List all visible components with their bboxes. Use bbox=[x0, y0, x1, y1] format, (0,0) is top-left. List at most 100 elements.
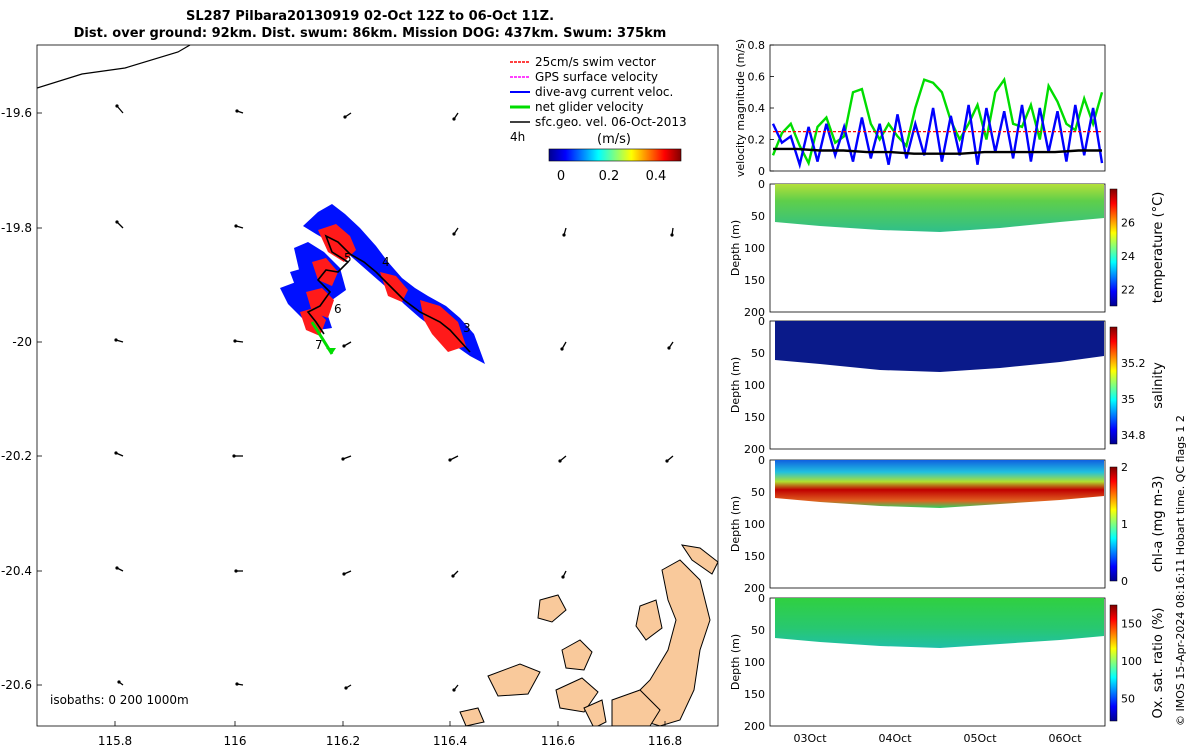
temperature-data-fill bbox=[775, 184, 1104, 232]
current-arrow-head bbox=[234, 224, 238, 228]
current-arrow-head bbox=[235, 682, 239, 686]
velocity-panel: 0 0.2 0.4 0.6 0.8 velocity magnitude (m/s) bbox=[734, 39, 1106, 178]
map-y-tick: -20.6 bbox=[1, 678, 32, 692]
velocity-series bbox=[771, 76, 1104, 170]
depth-tick: 100 bbox=[744, 656, 765, 669]
current-arrow-head bbox=[114, 338, 118, 342]
depth-tick: 0 bbox=[758, 178, 765, 191]
depth-tick: 50 bbox=[751, 486, 765, 499]
map-x-tick: 116.8 bbox=[648, 734, 682, 748]
current-arrow-head bbox=[665, 459, 669, 463]
time-tick: 05Oct bbox=[963, 732, 997, 745]
depth-ylabel: Depth (m) bbox=[729, 220, 742, 276]
current-arrow-head bbox=[115, 220, 119, 224]
chla-panel bbox=[769, 459, 1118, 589]
current-arrow-head bbox=[452, 232, 456, 236]
speed-colorbar-tick: 0.4 bbox=[646, 169, 667, 184]
title-line-1: SL287 Pilbara20130919 02-Oct 12Z to 06-O… bbox=[185, 9, 555, 24]
map-y-tick: -19.6 bbox=[1, 106, 32, 120]
current-arrow-head bbox=[341, 457, 345, 461]
velocity-y-axis: 0 0.2 0.4 0.6 0.8 bbox=[748, 39, 774, 178]
current-arrow-head bbox=[558, 459, 562, 463]
chla-data-fill bbox=[775, 460, 1104, 508]
velocity-series-line bbox=[771, 76, 1104, 167]
track-line bbox=[306, 234, 471, 353]
time-tick: 06Oct bbox=[1048, 732, 1082, 745]
land-islands bbox=[459, 544, 718, 726]
velocity-y-tick: 0.6 bbox=[748, 71, 766, 84]
map-x-tick: 116.2 bbox=[326, 734, 360, 748]
track-red-6 bbox=[420, 300, 466, 352]
track-label-7: 7 bbox=[315, 338, 323, 352]
current-arrow-head bbox=[452, 117, 456, 121]
velocity-y-tick: 0 bbox=[758, 165, 765, 178]
depth-tick: 150 bbox=[744, 411, 765, 424]
depth-tick: 0 bbox=[758, 315, 765, 328]
legend-swim: 25cm/s swim vector bbox=[535, 55, 656, 69]
map-y-tick: -19.8 bbox=[1, 221, 32, 235]
current-arrow-head bbox=[234, 569, 238, 573]
current-arrow-head bbox=[232, 454, 236, 458]
legend-net: net glider velocity bbox=[535, 100, 643, 114]
current-arrow-head bbox=[667, 346, 671, 350]
map-axes-box bbox=[36, 44, 719, 727]
depth-tick: 200 bbox=[744, 306, 765, 319]
legend-interval: 4h bbox=[510, 130, 525, 144]
current-arrow-head bbox=[343, 115, 347, 119]
depth-tick: 200 bbox=[744, 582, 765, 595]
track-label-6: 6 bbox=[334, 302, 342, 316]
isobaths-label: isobaths: 0 200 1000m bbox=[50, 693, 189, 707]
current-arrow-head bbox=[342, 572, 346, 576]
speed-colorbar: (m/s) 0 0.2 0.4 bbox=[548, 132, 682, 184]
colorbar-tick: 35 bbox=[1121, 393, 1135, 406]
map-x-tick: 116 bbox=[224, 734, 247, 748]
current-arrow-head bbox=[670, 233, 674, 237]
colorbar-label: chl-a (mg m-3) bbox=[1151, 476, 1166, 573]
depth-tick: 50 bbox=[751, 624, 765, 637]
velocity-ylabel: velocity magnitude (m/s) bbox=[734, 39, 747, 177]
velocity-y-tick: 0.8 bbox=[748, 39, 766, 52]
oxygen-data-fill bbox=[775, 598, 1104, 648]
current-arrow-head bbox=[342, 344, 346, 348]
depth-tick: 100 bbox=[744, 242, 765, 255]
depth-tick: 200 bbox=[744, 720, 765, 733]
current-arrow-head bbox=[562, 233, 566, 237]
colorbar-tick: 100 bbox=[1121, 655, 1142, 668]
track-label-3: 3 bbox=[463, 321, 471, 335]
current-arrow-head bbox=[451, 574, 455, 578]
depth-tick: 150 bbox=[744, 550, 765, 563]
depth-tick: 150 bbox=[744, 274, 765, 287]
time-x-axis: 03Oct 04Oct 05Oct 06Oct bbox=[793, 732, 1082, 745]
colorbar-tick: 24 bbox=[1121, 250, 1135, 263]
track-red-1 bbox=[318, 224, 356, 262]
map-x-tick: 115.8 bbox=[98, 734, 132, 748]
colorbar-tick: 26 bbox=[1121, 216, 1135, 229]
map-x-axis: 115.8 116 116.2 116.4 116.6 116.8 bbox=[98, 721, 682, 748]
colorbar-tick: 2 bbox=[1121, 461, 1128, 474]
current-arrow-head bbox=[117, 680, 121, 684]
colorbar-tick: 34.8 bbox=[1121, 429, 1146, 442]
colorbar-tick: 1 bbox=[1121, 518, 1128, 531]
current-arrow-head bbox=[235, 109, 239, 113]
figure-title: SL287 Pilbara20130919 02-Oct 12Z to 06-O… bbox=[0, 8, 740, 42]
speed-colorbar-tick: 0 bbox=[557, 169, 565, 184]
depth-tick: 200 bbox=[744, 443, 765, 456]
time-tick: 03Oct bbox=[793, 732, 827, 745]
depth-tick: 0 bbox=[758, 454, 765, 467]
velocity-series-line bbox=[771, 104, 1104, 170]
depth-tick: 100 bbox=[744, 379, 765, 392]
glider-track bbox=[280, 204, 485, 364]
colorbar-tick: 35.2 bbox=[1121, 357, 1146, 370]
colorbar-label: Ox. sat. ratio (%) bbox=[1151, 608, 1166, 719]
imos-side-note: © IMOS 15-Apr-2024 08:16:11 Hobart time.… bbox=[1174, 415, 1187, 726]
depth-tick: 0 bbox=[758, 592, 765, 605]
current-arrow-head bbox=[115, 104, 119, 108]
current-arrow-head bbox=[115, 566, 119, 570]
salinity-data-fill bbox=[775, 321, 1104, 372]
map-y-tick: -20 bbox=[12, 335, 32, 349]
track-label-5: 5 bbox=[344, 251, 352, 265]
map-legend: 25cm/s swim vector GPS surface velocity … bbox=[510, 55, 687, 144]
track-red-5 bbox=[380, 272, 408, 302]
velocity-series-line bbox=[773, 147, 1102, 155]
